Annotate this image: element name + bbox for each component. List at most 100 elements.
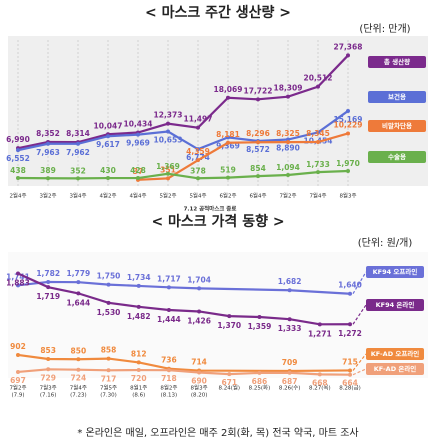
data-label: 8,296 xyxy=(246,129,270,138)
data-label: 850 xyxy=(71,346,87,355)
data-label: 4,359 xyxy=(186,147,210,156)
data-point xyxy=(226,175,230,180)
legend-label: KF-AD 온라인 xyxy=(374,364,417,373)
data-label: 1,272 xyxy=(338,329,362,338)
chart-title: < 마스크 주간 생산량 > xyxy=(145,4,291,21)
data-label: 12,373 xyxy=(154,111,183,120)
x-tick-label: 7월4주 xyxy=(309,192,326,200)
data-label: 378 xyxy=(190,166,206,175)
data-label: 9,969 xyxy=(126,139,150,148)
data-label: 8,352 xyxy=(36,129,60,138)
legend-swatch xyxy=(368,151,426,163)
series-line xyxy=(17,110,349,152)
x-tick-label: 3월4주 xyxy=(69,192,86,200)
data-point xyxy=(106,356,111,361)
x-tick-label: 8월3주 xyxy=(339,192,356,200)
connector xyxy=(352,368,367,376)
legend-swatch xyxy=(366,348,424,360)
data-label: 438 xyxy=(10,166,26,175)
data-point xyxy=(196,147,200,152)
data-label: 853 xyxy=(40,346,56,355)
data-point xyxy=(76,141,80,146)
data-label: 1,333 xyxy=(278,324,302,333)
x-tick-label: (8.6) xyxy=(132,393,145,399)
data-point xyxy=(76,357,81,362)
unit-label: (단위: 원/개) xyxy=(358,236,413,249)
x-tick-label: 7월3주 xyxy=(40,384,57,392)
data-label: 854 xyxy=(250,164,266,173)
data-label: 430 xyxy=(100,166,116,175)
data-point xyxy=(136,360,141,365)
x-tick-label: 8월2주 xyxy=(160,384,177,392)
data-label: 1,530 xyxy=(97,308,121,317)
legend-label: 총 생산량 xyxy=(384,57,410,66)
data-label: 8,345 xyxy=(306,129,330,138)
legend-swatch xyxy=(368,56,426,68)
data-point xyxy=(317,372,322,377)
data-point xyxy=(348,372,352,377)
connector xyxy=(352,304,367,325)
data-label: 697 xyxy=(10,376,26,385)
data-point xyxy=(316,130,320,135)
data-point xyxy=(257,370,262,375)
data-label: 8,572 xyxy=(246,145,270,154)
data-point xyxy=(316,84,320,89)
data-point xyxy=(46,279,51,284)
x-tick-label: 5월4주 xyxy=(189,192,206,200)
data-label: 1,741 xyxy=(6,272,30,281)
data-label: 718 xyxy=(161,374,177,383)
data-point xyxy=(16,369,20,374)
data-point xyxy=(196,158,200,163)
data-point xyxy=(346,53,350,58)
legend-swatch xyxy=(366,299,424,311)
x-tick-label: (8.13) xyxy=(161,393,178,399)
x-tick-label: 7월2주 xyxy=(9,384,26,392)
data-label: 1,369 xyxy=(156,162,180,171)
data-point xyxy=(166,121,170,126)
data-label: 1,094 xyxy=(276,163,300,172)
data-label: 1,426 xyxy=(187,316,211,325)
data-label: 10,047 xyxy=(94,121,123,130)
legend-swatch xyxy=(366,266,424,278)
data-label: 1,682 xyxy=(278,277,302,286)
data-label: 1,644 xyxy=(66,298,90,307)
x-tick-label: 8.25(화) xyxy=(249,385,271,392)
data-point xyxy=(287,317,292,322)
chart-title: < 마스크 가격 동향 > xyxy=(151,213,284,230)
x-tick-label: 4월4주 xyxy=(129,192,146,200)
data-point xyxy=(287,370,292,375)
data-point xyxy=(106,300,111,305)
series-line xyxy=(17,54,349,150)
footnote: * 온라인은 매일, 오프라인은 매주 2회(화, 목) 전국 약국, 마트 조… xyxy=(77,427,358,439)
data-point xyxy=(286,140,290,145)
data-label: 27,368 xyxy=(334,42,363,51)
data-label: 389 xyxy=(40,166,56,175)
data-point xyxy=(346,108,350,113)
data-label: 1,717 xyxy=(157,274,181,283)
x-tick-label: 8월3주 xyxy=(191,384,208,392)
unit-label: (단위: 만개) xyxy=(359,22,410,35)
data-point xyxy=(256,97,260,102)
data-point xyxy=(316,170,320,175)
data-point xyxy=(46,367,51,372)
data-point xyxy=(166,176,170,181)
data-point xyxy=(348,291,352,296)
x-tick-label: 8.27(목) xyxy=(309,385,331,392)
data-label: 902 xyxy=(10,342,26,351)
data-point xyxy=(226,140,230,145)
data-point xyxy=(196,176,200,181)
data-point xyxy=(136,368,141,373)
data-point xyxy=(76,280,81,285)
data-point xyxy=(46,285,51,290)
data-point xyxy=(46,357,51,362)
data-label: 714 xyxy=(191,358,207,367)
data-label: 1,359 xyxy=(248,322,272,331)
data-label: 9,369 xyxy=(216,141,240,150)
data-label: 428 xyxy=(130,166,146,175)
data-label: 1,734 xyxy=(127,273,151,282)
data-label: 7,963 xyxy=(36,148,60,157)
data-label: 1,733 xyxy=(306,160,330,169)
legend-label: 수술용 xyxy=(388,152,406,161)
x-tick-label: 8.24(월) xyxy=(218,384,240,392)
